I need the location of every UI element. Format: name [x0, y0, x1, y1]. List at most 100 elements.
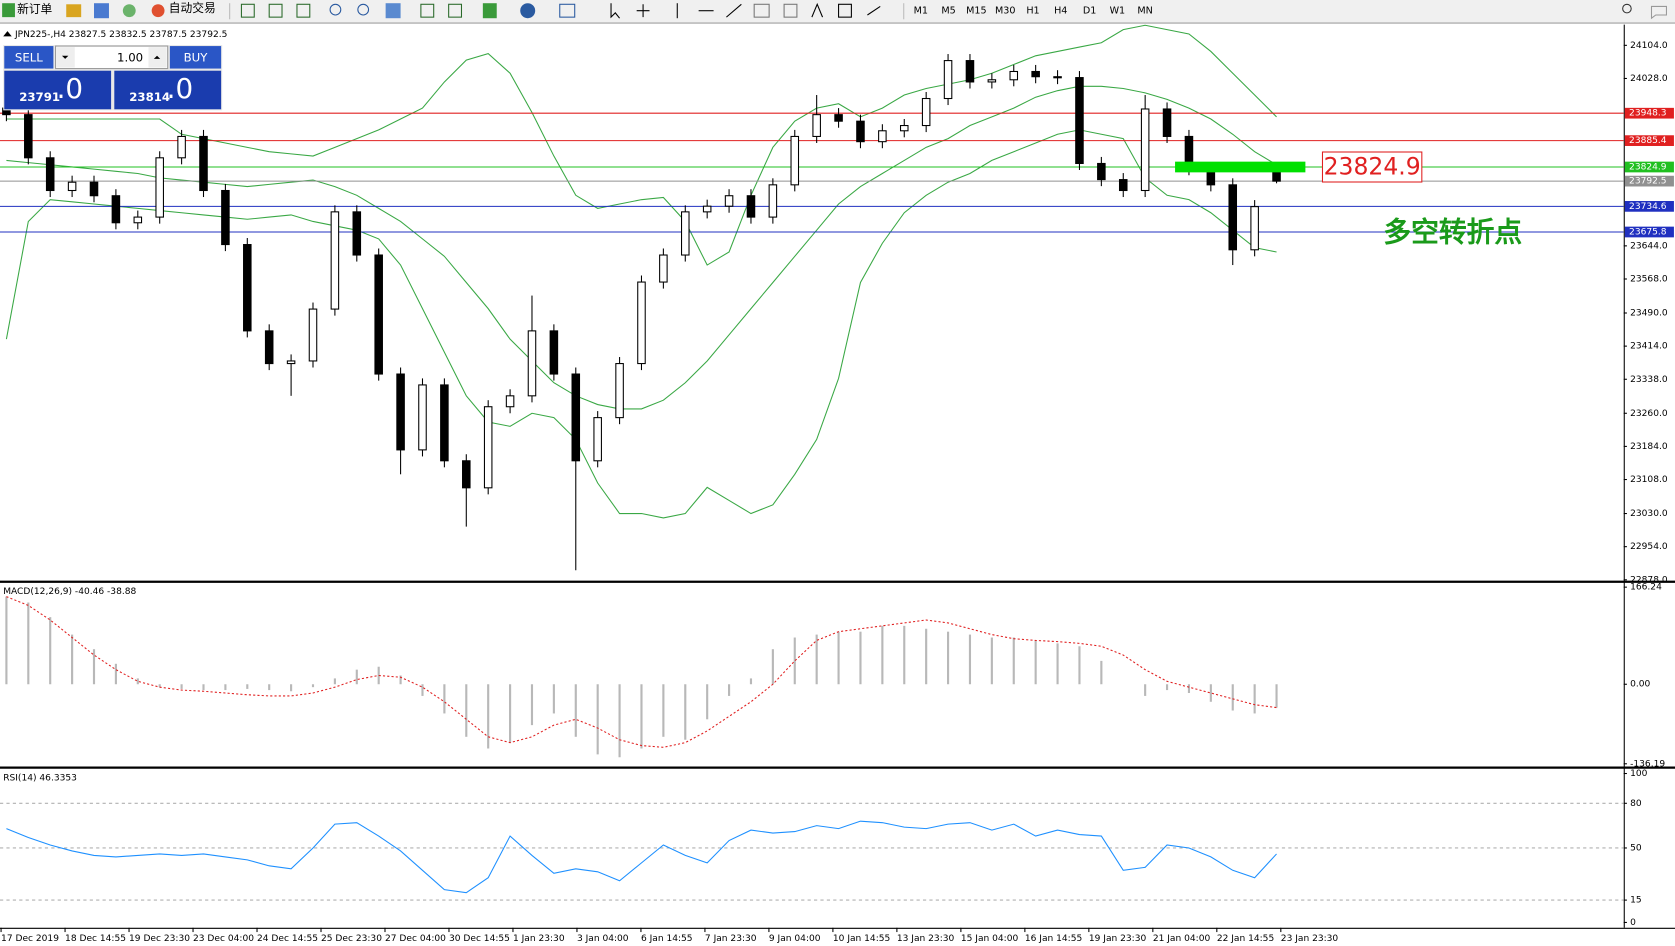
candle-body: [834, 114, 843, 122]
bar-chart-button[interactable]: [240, 3, 255, 18]
candle-body: [243, 244, 252, 332]
timeframe-button[interactable]: MN: [1137, 6, 1152, 17]
y-tick-label: 23260.0: [1630, 409, 1668, 419]
y-tick-label: 80: [1630, 799, 1642, 809]
timeframe-button[interactable]: M15: [966, 6, 987, 17]
candle-body: [111, 195, 121, 224]
search-button[interactable]: [1622, 3, 1632, 14]
ask-price-decimal: .0: [167, 72, 193, 105]
candle-body: [67, 181, 77, 192]
candle-body: [659, 254, 668, 283]
new-order-icon[interactable]: [2, 3, 15, 18]
indicators-button[interactable]: [482, 3, 497, 19]
candle-body: [1053, 76, 1062, 79]
candle: [111, 189, 121, 230]
sell-button[interactable]: [4, 46, 54, 69]
chart-area: [0, 24, 1675, 928]
toolbar: [0, 0, 1675, 23]
candle-body: [593, 417, 602, 462]
candle: [637, 275, 646, 371]
price-level-tag: [1624, 201, 1674, 212]
macd-signal: [6, 596, 1277, 748]
label-button[interactable]: [838, 3, 852, 18]
candle-body: [856, 120, 865, 143]
candle: [24, 108, 33, 165]
timeframe-button[interactable]: H1: [1026, 6, 1039, 17]
buy-label[interactable]: BUY: [184, 50, 209, 64]
line-chart-button[interactable]: [296, 3, 311, 18]
annotation-box: [1321, 151, 1423, 183]
sell-label[interactable]: SELL: [15, 50, 43, 64]
timeframe-button[interactable]: M30: [995, 6, 1016, 17]
candle-body: [177, 135, 186, 159]
y-tick-label: 166.24: [1630, 583, 1662, 593]
channel-button[interactable]: [753, 3, 770, 18]
icon[interactable]: [94, 3, 109, 19]
candle: [264, 324, 274, 371]
x-tick-label: 16 Jan 14:55: [1025, 934, 1082, 944]
candle-body: [199, 135, 208, 192]
timeframe-button[interactable]: D1: [1083, 6, 1096, 17]
y-tick-label: 0: [1630, 918, 1636, 928]
zoom-out-button[interactable]: [357, 3, 370, 16]
cursor-button[interactable]: [610, 3, 620, 19]
candle: [571, 367, 581, 571]
timeframe-button[interactable]: M5: [941, 6, 955, 17]
icon[interactable]: [122, 4, 136, 18]
y-tick-label: 23030.0: [1630, 509, 1668, 519]
timeframe-button[interactable]: M1: [914, 6, 928, 17]
text-button[interactable]: [811, 2, 824, 18]
auto-trade-icon[interactable]: [151, 4, 165, 18]
templates-button[interactable]: [559, 3, 576, 18]
lot-input[interactable]: [55, 45, 169, 70]
x-tick-label: 21 Jan 04:00: [1153, 934, 1211, 944]
candle-body: [155, 157, 164, 218]
candle-body: [681, 211, 690, 256]
candle: [396, 367, 405, 475]
candle: [221, 183, 230, 252]
icon[interactable]: [66, 4, 82, 18]
lot-value[interactable]: 1.00: [117, 50, 143, 64]
fibo-button[interactable]: [783, 3, 798, 18]
candle-body: [483, 406, 493, 489]
candle: [199, 129, 208, 198]
bid-box[interactable]: [4, 70, 112, 110]
new-order-button[interactable]: 新订单: [17, 2, 52, 16]
ask-box[interactable]: [114, 70, 222, 110]
candle: [659, 248, 668, 289]
x-tick-label: 19 Dec 23:30: [129, 934, 190, 944]
candle-chart-button[interactable]: [268, 3, 283, 18]
x-tick-label: 22 Jan 14:55: [1217, 934, 1274, 944]
chat-button[interactable]: [1650, 5, 1667, 20]
zoom-in-button[interactable]: [329, 3, 342, 16]
candle-body: [702, 205, 712, 213]
candle-body: [987, 79, 997, 83]
autoscroll-button[interactable]: [420, 3, 435, 18]
annotation-note: 多空转折点: [1383, 216, 1522, 249]
timeframe-button[interactable]: H4: [1054, 6, 1067, 17]
annotation-price: 23824.9: [1324, 153, 1421, 181]
candle-body: [286, 360, 296, 365]
collapse-arrow[interactable]: [3, 31, 12, 37]
trendline-button[interactable]: [726, 3, 742, 18]
candle-body: [615, 363, 624, 419]
candle-body: [418, 384, 427, 451]
y-tick-label: 22954.0: [1630, 542, 1668, 552]
timeframe-button[interactable]: W1: [1110, 6, 1126, 17]
crosshair-button[interactable]: [636, 4, 650, 18]
auto-trade-button[interactable]: 自动交易: [169, 1, 216, 15]
y-tick-label: 23414.0: [1630, 342, 1668, 352]
price-level-label: 23792.5: [1629, 177, 1666, 187]
arrows-button[interactable]: [867, 5, 881, 16]
y-tick-label: 24104.0: [1630, 41, 1668, 51]
periods-button[interactable]: [520, 3, 536, 19]
candle-body: [812, 114, 821, 137]
tile-button[interactable]: [385, 3, 401, 19]
candle: [1097, 156, 1106, 187]
candle: [89, 175, 99, 203]
shift-button[interactable]: [448, 3, 463, 18]
toolbar-buttons: 新订单 自动交易: [2, 1, 1667, 20]
timeframe-bar: M1 M5 M15 M30 H1 H4 D1 W1 MN: [914, 6, 1153, 17]
buy-button[interactable]: [169, 46, 222, 69]
x-tick-label: 7 Jan 23:30: [705, 934, 757, 944]
